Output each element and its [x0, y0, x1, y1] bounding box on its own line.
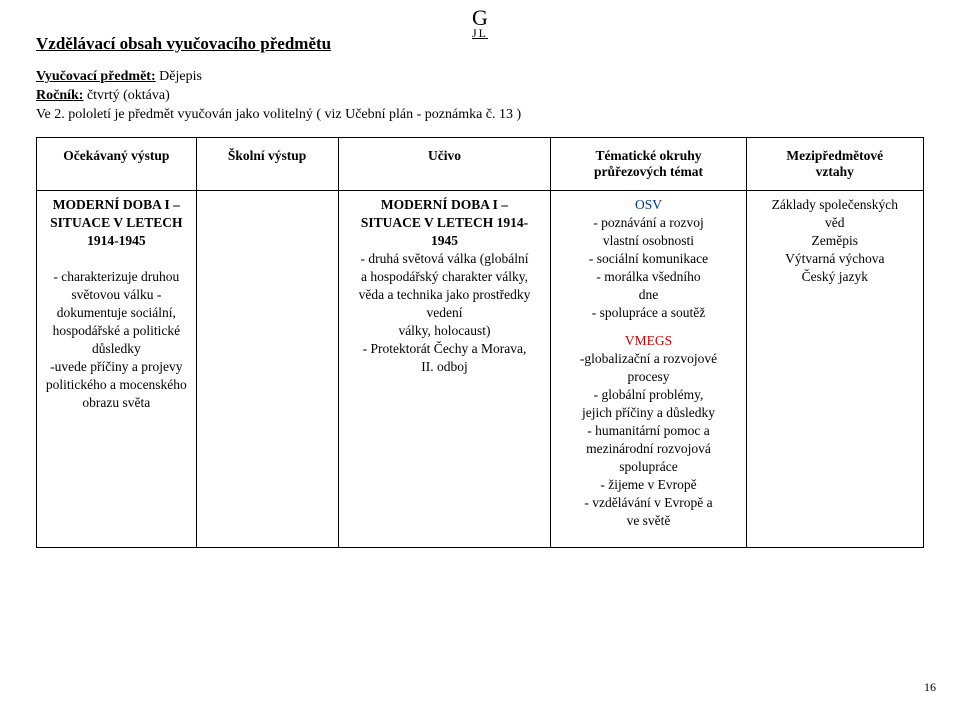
subject-label: Vyučovací předmět: — [36, 69, 156, 84]
th-cross-subject: Mezipředmětové vztahy — [746, 137, 923, 190]
header-logo: G JL — [472, 8, 488, 39]
page-body: Vzdělávací obsah vyučovacího předmětu Vy… — [0, 0, 960, 548]
th-subject-matter: Učivo — [338, 137, 551, 190]
table-header-row: Očekávaný výstup Školní výstup Učivo Tém… — [37, 137, 924, 190]
year-label: Ročník: — [36, 88, 83, 103]
cell-themes: OSV - poznávání a rozvoj vlastní osobnos… — [551, 190, 746, 547]
th-themes: Tématické okruhy průřezových témat — [551, 137, 746, 190]
osv-label: OSV — [559, 197, 737, 213]
subject-value: Dějepis — [156, 69, 202, 84]
year-value: čtvrtý (oktáva) — [83, 88, 169, 103]
th-expected-output: Očekávaný výstup — [37, 137, 197, 190]
table-row: MODERNÍ DOBA I – SITUACE V LETECH 1914-1… — [37, 190, 924, 547]
subheader: Vyučovací předmět: Dějepis Ročník: čtvrt… — [36, 68, 924, 125]
logo-top: G — [472, 8, 488, 28]
vmegs-label: VMEGS — [559, 333, 737, 349]
logo-bottom: JL — [472, 28, 488, 39]
cell-expected-output: MODERNÍ DOBA I – SITUACE V LETECH 1914-1… — [37, 190, 197, 547]
cell-school-output — [196, 190, 338, 547]
note: Ve 2. pololetí je předmět vyučován jako … — [36, 106, 924, 125]
th-school-output: Školní výstup — [196, 137, 338, 190]
cell-subject-matter: MODERNÍ DOBA I – SITUACE V LETECH 1914- … — [338, 190, 551, 547]
page-number: 16 — [924, 680, 936, 695]
curriculum-table: Očekávaný výstup Školní výstup Učivo Tém… — [36, 137, 924, 548]
cell-cross-subject: Základy společenských věd Zeměpis Výtvar… — [746, 190, 923, 547]
